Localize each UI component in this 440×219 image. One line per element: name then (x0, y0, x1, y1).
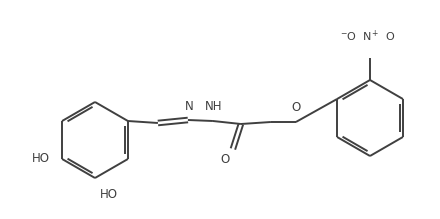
Text: HO: HO (32, 152, 50, 166)
Text: $^{-}$O  N$^{+}$  O: $^{-}$O N$^{+}$ O (341, 29, 396, 44)
Text: O: O (291, 101, 301, 114)
Text: NH: NH (205, 100, 223, 113)
Text: N: N (184, 100, 193, 113)
Text: HO: HO (100, 188, 118, 201)
Text: O: O (220, 153, 230, 166)
